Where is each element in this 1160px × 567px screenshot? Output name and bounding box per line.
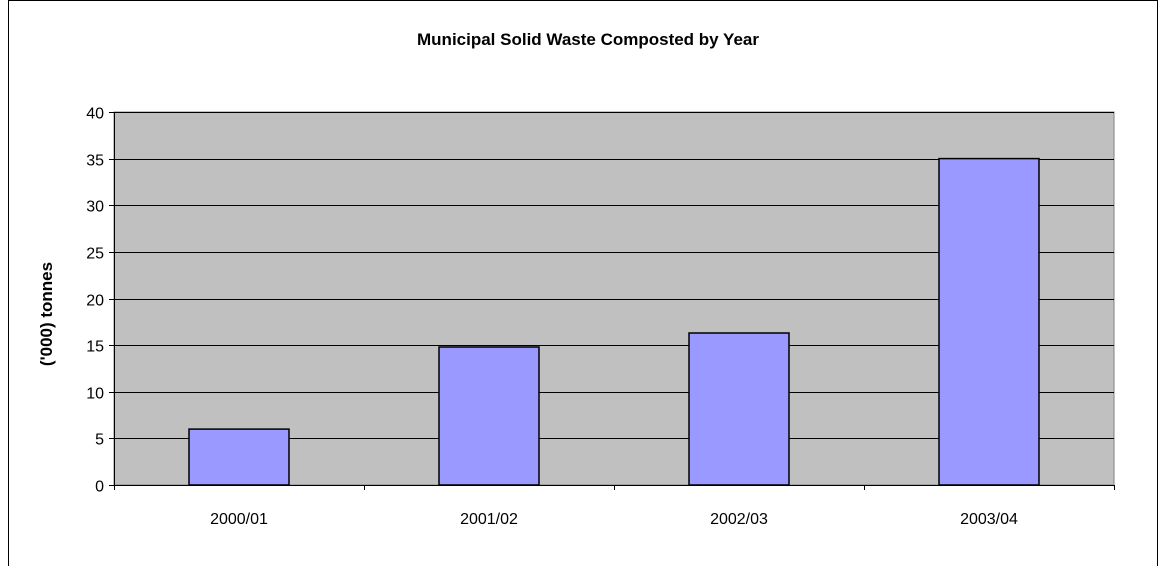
x-tick-label: 2002/03 <box>710 511 768 528</box>
y-tick-label: 30 <box>86 199 104 216</box>
x-axis-ticks: 2000/01 2001/02 2002/03 2003/04 <box>114 485 1115 528</box>
y-tick-label: 5 <box>95 432 104 449</box>
chart-title: Municipal Solid Waste Composted by Year <box>417 30 759 49</box>
x-tick-label: 2003/04 <box>960 511 1018 528</box>
y-tick-label: 35 <box>86 153 104 170</box>
bar-2000-01 <box>188 428 290 486</box>
y-tick-label: 40 <box>86 106 104 123</box>
x-tick-label: 2001/02 <box>460 511 518 528</box>
y-tick-label: 25 <box>86 246 104 263</box>
x-tick-label: 2000/01 <box>210 511 268 528</box>
bar-2002-03 <box>688 332 790 486</box>
y-axis-label: ('000) tonnes <box>37 262 56 366</box>
bar-2003-04 <box>938 157 1040 486</box>
y-tick-label: 15 <box>86 339 104 356</box>
y-tick-label: 10 <box>86 386 104 403</box>
y-tick-label: 0 <box>95 479 104 496</box>
bars <box>188 157 1040 486</box>
y-axis-ticks: 0 5 10 15 20 25 30 35 40 <box>86 106 114 496</box>
bar-2001-02 <box>438 346 540 486</box>
y-tick-label: 20 <box>86 293 104 310</box>
